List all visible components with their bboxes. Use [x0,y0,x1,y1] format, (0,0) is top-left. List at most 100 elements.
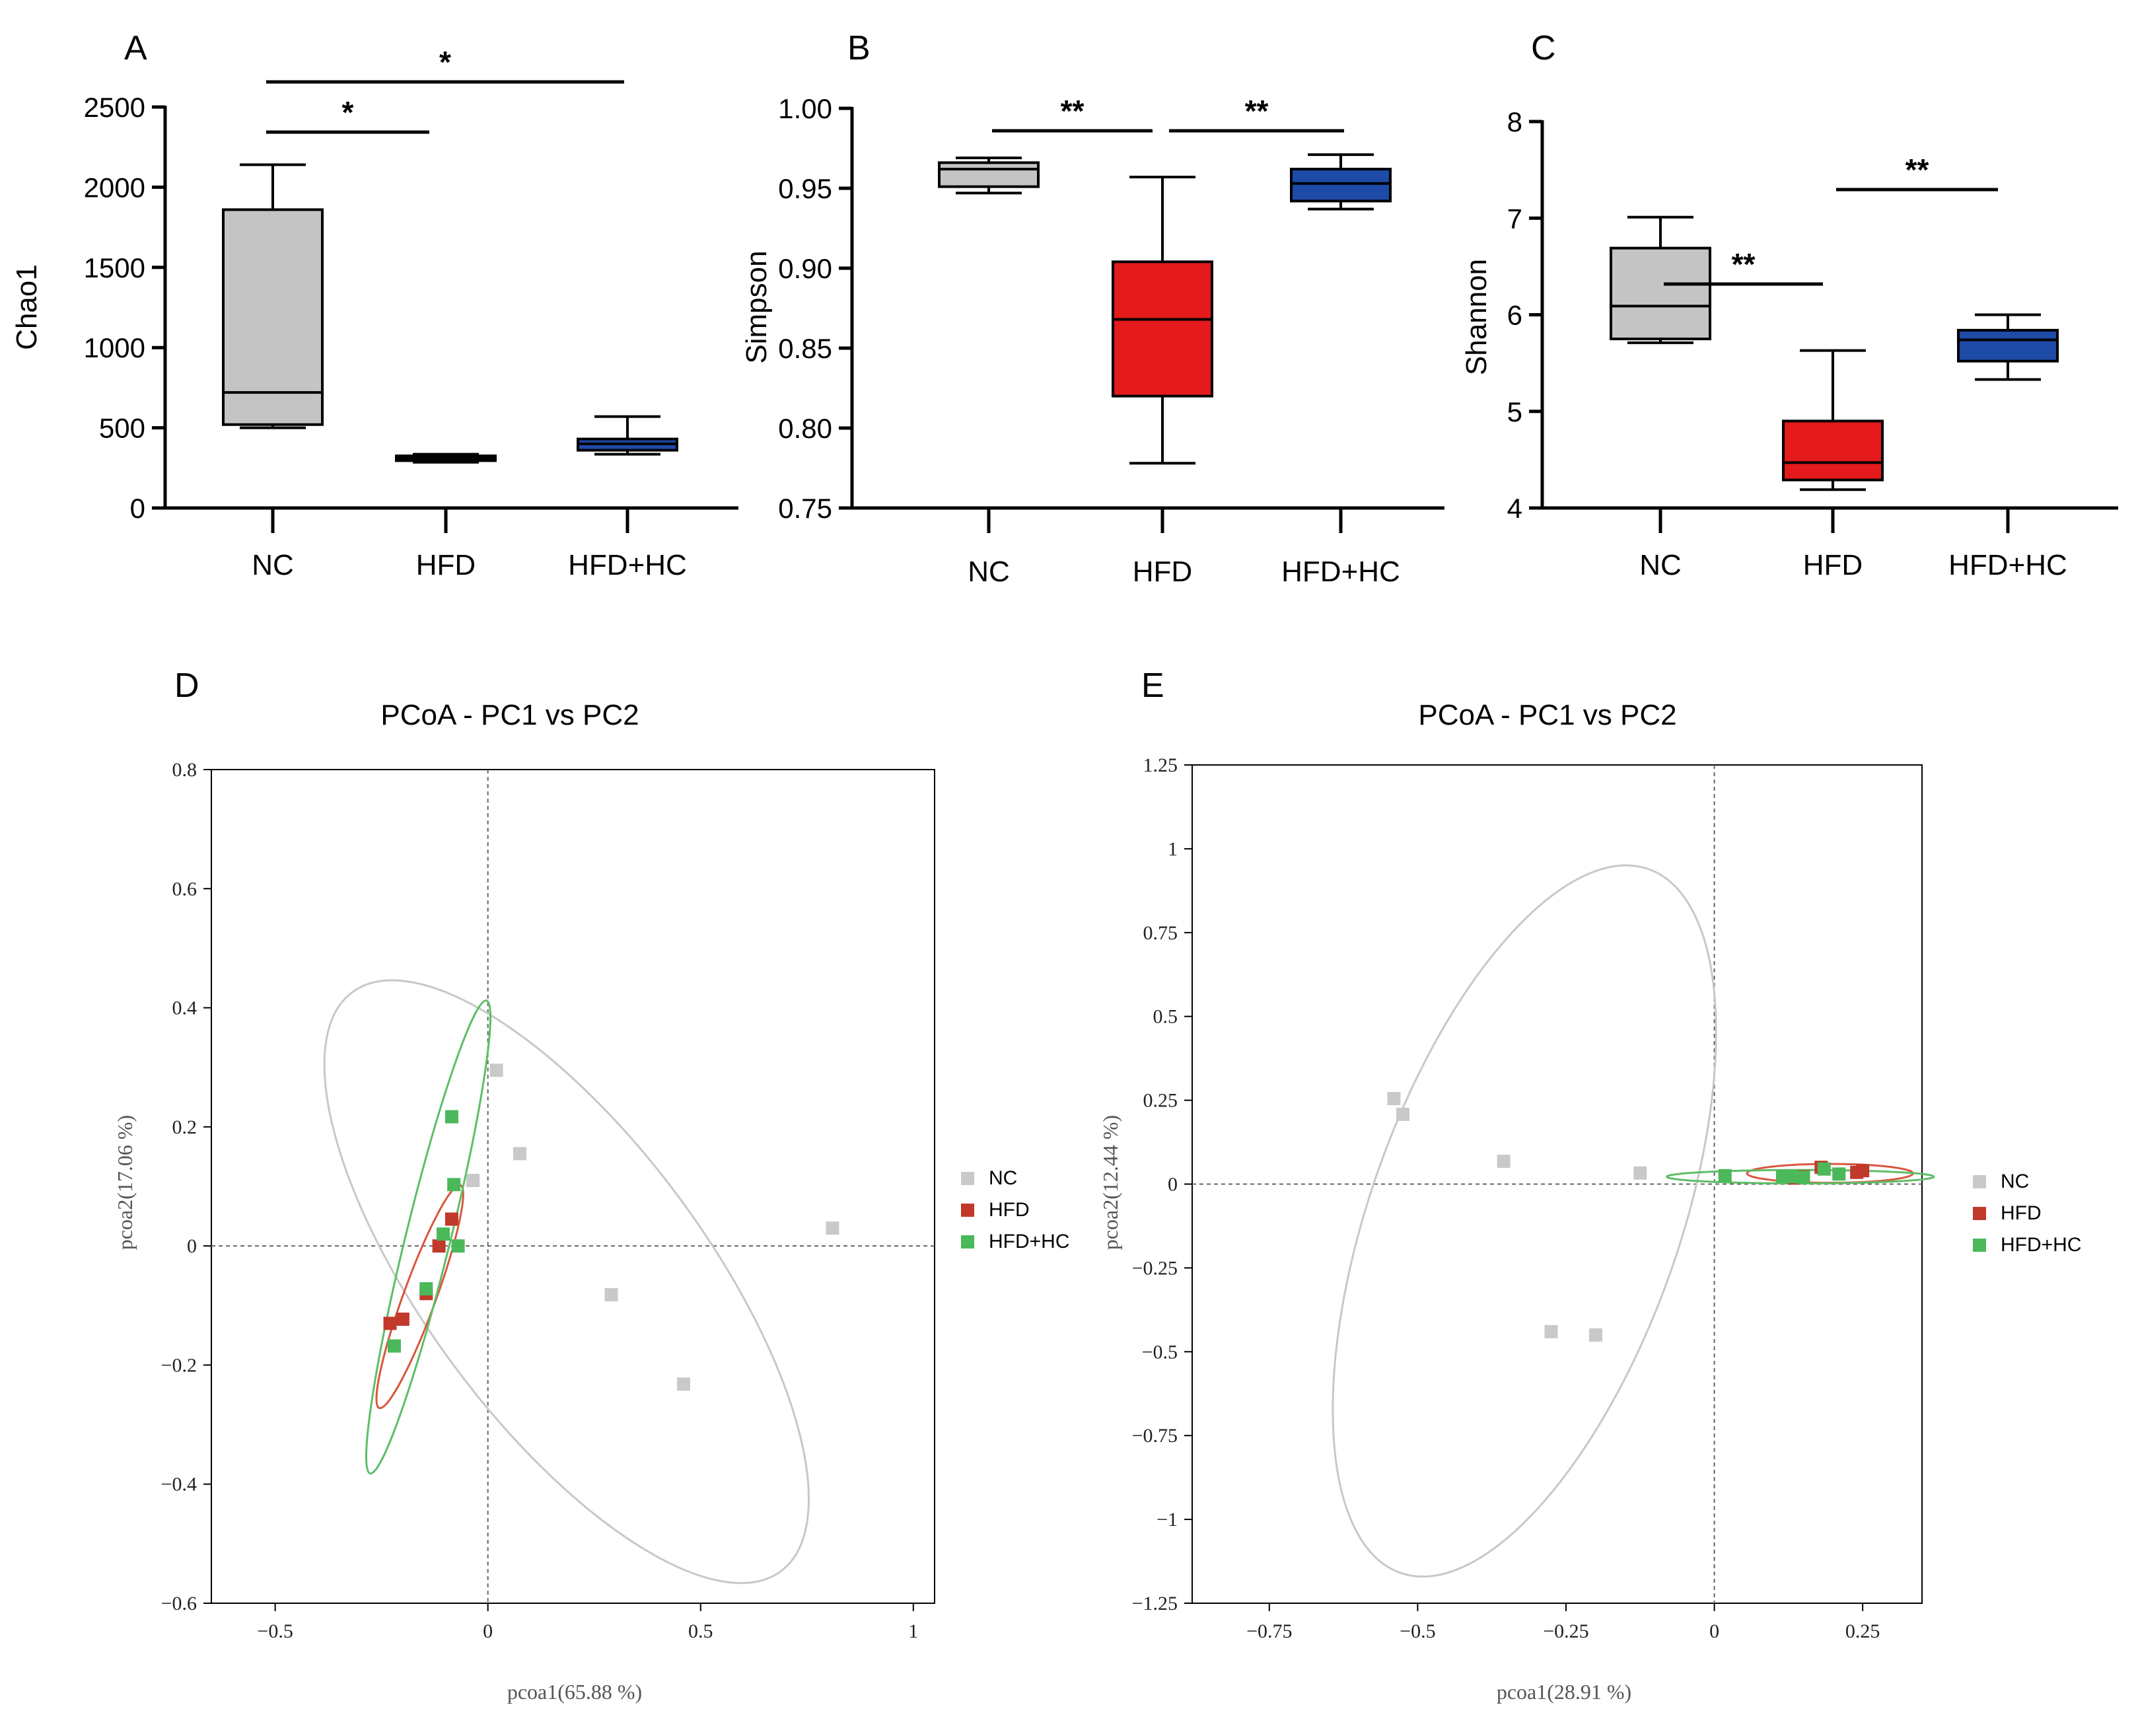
x-tick-label: HFD+HC [1948,549,2067,581]
x-tick-label: 0 [1709,1620,1719,1642]
x-tick-label: NC [252,549,294,581]
y-tick-label: 0.4 [172,997,197,1019]
y-tick-label: 0.2 [172,1116,197,1138]
ellipse-nc [1332,864,1717,1578]
pcoa-panel-d: D PCoA - PC1 vs PC2 −0.5 0 0.5 1 −0.6 −0.4 −0.2 0… [113,667,1070,1704]
point-hfd-hc [1785,1170,1798,1184]
x-tick-label: −0.5 [257,1620,293,1642]
x-axis-title: pcoa1(65.88 %) [507,1680,642,1704]
ellipse-hfd-hc [365,999,491,1475]
y-tick-label: 0.90 [778,253,832,284]
pcoa-panel-e: E PCoA - PC1 vs PC2 −0.75 −0.5 −0.25 0 0.25 −1.… [1098,667,2082,1704]
y-tick-label: 5 [1507,396,1522,427]
y-tick-label: −0.25 [1132,1257,1178,1279]
box-hfd [1782,349,1884,491]
plot-frame [211,769,935,1604]
box-nc [222,163,324,429]
significance-label: ** [1732,247,1756,281]
y-tick-label: −1.25 [1132,1593,1178,1614]
boxplot-panel-b: B 0.75 0.80 0.85 0.90 0.95 1.00 Simpson NC HFD HFD… [740,29,1444,588]
point-nc [604,1288,618,1302]
y-tick-label: 6 [1507,300,1522,331]
box-iqr [938,161,1040,188]
point-hfd-hc [1832,1167,1846,1181]
point-hfd-hc [437,1227,450,1241]
ellipse-nc [323,979,810,1584]
point-hfd-hc [451,1239,465,1253]
y-tick-label: −0.5 [1142,1341,1178,1363]
y-axis-title: Chao1 [11,264,43,350]
y-tick-label: 2000 [84,172,145,203]
x-tick-label: −0.25 [1543,1620,1588,1642]
x-tick-label: HFD+HC [568,549,687,581]
box-hfd-hc [577,415,678,456]
legend-label: HFD+HC [989,1231,1070,1252]
x-tick-label: HFD [1133,556,1192,588]
point-hfd [396,1313,409,1326]
panel-label: A [124,29,147,67]
x-tick-label: 0.25 [1845,1620,1880,1642]
y-tick-label: 500 [99,413,145,444]
x-tick-label: 0 [483,1620,493,1642]
y-tick-label: 8 [1507,106,1522,137]
box-hfd [395,452,497,464]
box-nc [938,157,1040,195]
point-nc [826,1221,839,1235]
point-nc [1396,1107,1409,1121]
point-hfd [383,1317,397,1330]
point-hfd [1850,1165,1864,1179]
significance-label: ** [1061,94,1085,128]
x-tick-label: 0.5 [688,1620,713,1642]
y-tick-label: 0 [1168,1174,1178,1196]
legend-label: HFD [2001,1202,2042,1224]
y-axis-title: Shannon [1460,259,1493,375]
legend-swatch-hfd [961,1204,974,1217]
box-iqr [1957,328,2059,363]
y-tick-label: 1.00 [778,93,832,124]
y-tick-label: 7 [1507,203,1522,234]
y-tick-label: 0.85 [778,333,832,364]
x-tick-label: −0.75 [1246,1620,1292,1642]
y-tick-label: 0.75 [1143,922,1178,944]
point-nc [466,1173,480,1187]
x-tick-label: NC [968,556,1010,588]
panel-label: B [847,29,871,67]
y-tick-label: 0.8 [172,759,197,781]
panel-label: D [174,667,199,705]
legend-swatch-hfd-hc [961,1235,974,1248]
box-iqr [1290,167,1392,203]
point-nc [1387,1092,1401,1106]
y-tick-label: 0.75 [778,493,832,524]
panel-label: E [1141,667,1164,705]
legend-label: NC [2001,1171,2029,1192]
point-hfd-hc [1817,1162,1831,1176]
point-nc [489,1064,503,1077]
y-tick-label: −0.75 [1132,1425,1178,1447]
legend-swatch-nc [961,1172,974,1185]
box-iqr [1610,246,1711,341]
y-tick-label: 1500 [84,252,145,283]
point-hfd-hc [419,1282,433,1296]
boxplot-panel-c: C 4 5 6 7 8 Shannon NC HFD HFD+HC ** ** [1460,29,2118,581]
point-nc [1633,1166,1647,1180]
significance-label: * [342,95,354,129]
y-tick-label: −1 [1157,1509,1178,1531]
point-hfd-hc [387,1339,401,1353]
point-hfd-hc [447,1178,461,1192]
legend-swatch-hfd-hc [1973,1239,1986,1252]
y-tick-label: 0.5 [1153,1006,1178,1028]
x-tick-label: NC [1639,549,1682,581]
point-nc [513,1147,526,1161]
box-hfd-hc [1957,313,2059,381]
y-tick-label: 1.25 [1143,754,1178,776]
box-hfd-hc [1290,153,1392,211]
legend-swatch-hfd [1973,1207,1986,1220]
y-tick-label: 0.95 [778,173,832,204]
box-hfd [1112,176,1213,465]
legend-label: HFD [989,1199,1030,1221]
point-hfd-hc [445,1110,458,1124]
box-nc [1610,215,1711,344]
y-tick-label: 0 [130,493,145,524]
box-iqr [222,208,324,426]
